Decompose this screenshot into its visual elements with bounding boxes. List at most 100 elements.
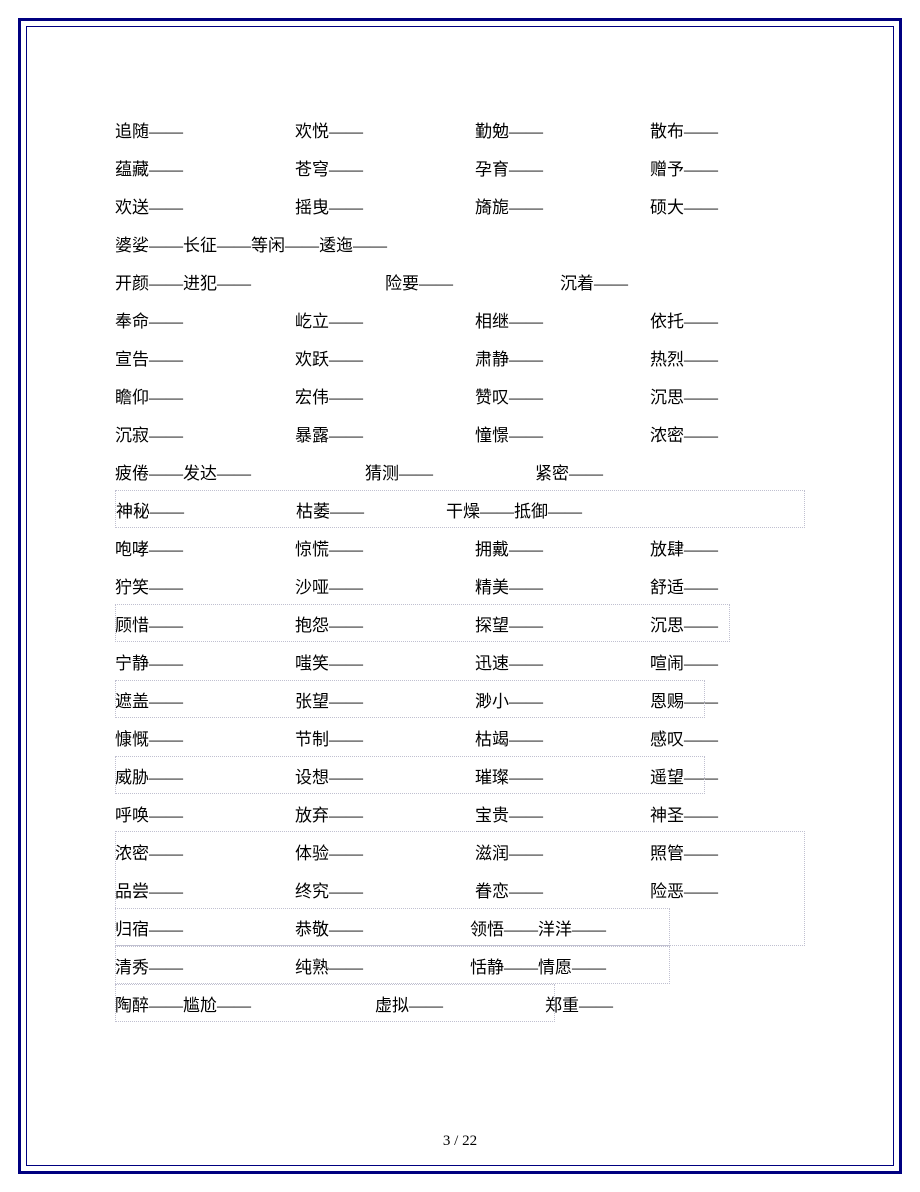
vocab-word: 咆哮—— [115, 535, 295, 560]
vocab-word: 沙哑—— [295, 573, 475, 598]
vocab-word: 品尝—— [115, 877, 295, 902]
vocab-word: 郑重—— [545, 991, 715, 1016]
vocab-word: 神圣—— [650, 801, 805, 826]
vocab-word: 终究—— [295, 877, 475, 902]
vocab-word: 欢跃—— [295, 345, 475, 370]
vocab-word: 狞笑—— [115, 573, 295, 598]
page-number: 3 / 22 [0, 1133, 920, 1150]
vocab-word: 抱怨—— [295, 611, 475, 636]
vocab-word: 节制—— [295, 725, 475, 750]
vocab-row: 沉寂——暴露——憧憬——浓密—— [115, 414, 805, 452]
vocab-row: 开颜——进犯——险要——沉着—— [115, 262, 805, 300]
vocab-word: 依托—— [650, 307, 805, 332]
vocab-word: 蕴藏—— [115, 155, 295, 180]
vocab-word: 婆娑——长征——等闲——逶迤—— [115, 231, 387, 256]
vocab-word: 憧憬—— [475, 421, 650, 446]
vocab-word: 奉命—— [115, 307, 295, 332]
vocab-word: 勤勉—— [475, 117, 650, 142]
vocab-word: 惊慌—— [295, 535, 475, 560]
vocab-word: 感叹—— [650, 725, 805, 750]
vocab-word: 陶醉——尴尬—— [115, 991, 375, 1016]
vocab-word: 璀璨—— [475, 763, 650, 788]
vocab-word: 开颜——进犯—— [115, 269, 385, 294]
vocab-word: 探望—— [475, 611, 650, 636]
vocab-word: 放弃—— [295, 801, 475, 826]
vocab-word: 恭敬—— [295, 915, 470, 940]
vocab-word: 宏伟—— [295, 383, 475, 408]
vocab-row: 宁静——嗤笑——迅速——喧闹—— [115, 642, 805, 680]
vocab-row: 陶醉——尴尬——虚拟——郑重—— [115, 984, 805, 1022]
vocab-row: 神秘——枯萎——干燥——抵御—— [115, 490, 805, 528]
vocab-word: 恩赐—— [650, 687, 805, 712]
vocab-word: 赞叹—— [475, 383, 650, 408]
vocab-word: 喧闹—— [650, 649, 805, 674]
vocab-word: 瞻仰—— [115, 383, 295, 408]
vocab-row: 遮盖——张望——渺小——恩赐—— [115, 680, 805, 718]
vocab-word: 沉着—— [560, 269, 735, 294]
vocab-word: 孕育—— [475, 155, 650, 180]
vocab-word: 虚拟—— [375, 991, 545, 1016]
vocab-row: 咆哮——惊慌——拥戴——放肆—— [115, 528, 805, 566]
vocab-word: 体验—— [295, 839, 475, 864]
vocab-word: 追随—— [115, 117, 295, 142]
vocab-word: 沉思—— [650, 383, 805, 408]
vocab-word: 相继—— [475, 307, 650, 332]
vocab-word: 领悟——洋洋—— [470, 915, 720, 940]
vocab-row: 浓密——体验——滋润——照管—— [115, 832, 805, 870]
vocab-word: 威胁—— [115, 763, 295, 788]
vocab-row: 顾惜——抱怨——探望——沉思—— [115, 604, 805, 642]
vocab-word: 屹立—— [295, 307, 475, 332]
vocab-row: 宣告——欢跃——肃静——热烈—— [115, 338, 805, 376]
vocab-word: 险要—— [385, 269, 560, 294]
vocab-row: 瞻仰——宏伟——赞叹——沉思—— [115, 376, 805, 414]
vocab-word: 险恶—— [650, 877, 805, 902]
vocab-word: 旖旎—— [475, 193, 650, 218]
vocab-word: 枯萎—— [296, 497, 446, 522]
vocab-word: 滋润—— [475, 839, 650, 864]
vocab-word: 宣告—— [115, 345, 295, 370]
vocab-word: 浓密—— [650, 421, 805, 446]
vocab-word: 苍穹—— [295, 155, 475, 180]
vocab-word: 散布—— [650, 117, 805, 142]
vocab-word: 顾惜—— [115, 611, 295, 636]
vocab-word: 暴露—— [295, 421, 475, 446]
vocab-word: 归宿—— [115, 915, 295, 940]
vocab-row: 追随——欢悦——勤勉——散布—— [115, 110, 805, 148]
vocab-word: 热烈—— [650, 345, 805, 370]
vocab-word: 迅速—— [475, 649, 650, 674]
vocab-word: 照管—— [650, 839, 805, 864]
vocab-word: 遥望—— [650, 763, 805, 788]
vocab-word: 紧密—— [535, 459, 705, 484]
vocab-word: 眷恋—— [475, 877, 650, 902]
vocab-word: 摇曳—— [295, 193, 475, 218]
vocab-word: 干燥——抵御—— [446, 497, 696, 522]
vocab-word: 神秘—— [116, 497, 296, 522]
vocab-word: 沉思—— [650, 611, 805, 636]
vocab-word: 清秀—— [115, 953, 295, 978]
vocab-word: 欢悦—— [295, 117, 475, 142]
vocab-word: 拥戴—— [475, 535, 650, 560]
vocab-word: 渺小—— [475, 687, 650, 712]
vocab-word: 硕大—— [650, 193, 805, 218]
vocab-word: 慷慨—— [115, 725, 295, 750]
vocab-row: 婆娑——长征——等闲——逶迤—— [115, 224, 805, 262]
vocab-row: 呼唤——放弃——宝贵——神圣—— [115, 794, 805, 832]
vocab-word: 张望—— [295, 687, 475, 712]
vocab-word: 恬静——情愿—— [470, 953, 720, 978]
vocab-row: 清秀——纯熟——恬静——情愿—— [115, 946, 805, 984]
vocab-row: 品尝——终究——眷恋——险恶—— [115, 870, 805, 908]
vocab-row: 归宿——恭敬——领悟——洋洋—— [115, 908, 805, 946]
vocab-word: 呼唤—— [115, 801, 295, 826]
vocab-word: 嗤笑—— [295, 649, 475, 674]
vocab-word: 放肆—— [650, 535, 805, 560]
vocab-word: 枯竭—— [475, 725, 650, 750]
vocab-word: 沉寂—— [115, 421, 295, 446]
vocab-row: 疲倦——发达——猜测——紧密—— [115, 452, 805, 490]
vocab-word: 宝贵—— [475, 801, 650, 826]
vocab-word: 赠予—— [650, 155, 805, 180]
vocab-word: 猜测—— [365, 459, 535, 484]
vocab-word: 肃静—— [475, 345, 650, 370]
vocab-row: 奉命——屹立——相继——依托—— [115, 300, 805, 338]
vocab-word: 遮盖—— [115, 687, 295, 712]
vocab-word: 欢送—— [115, 193, 295, 218]
